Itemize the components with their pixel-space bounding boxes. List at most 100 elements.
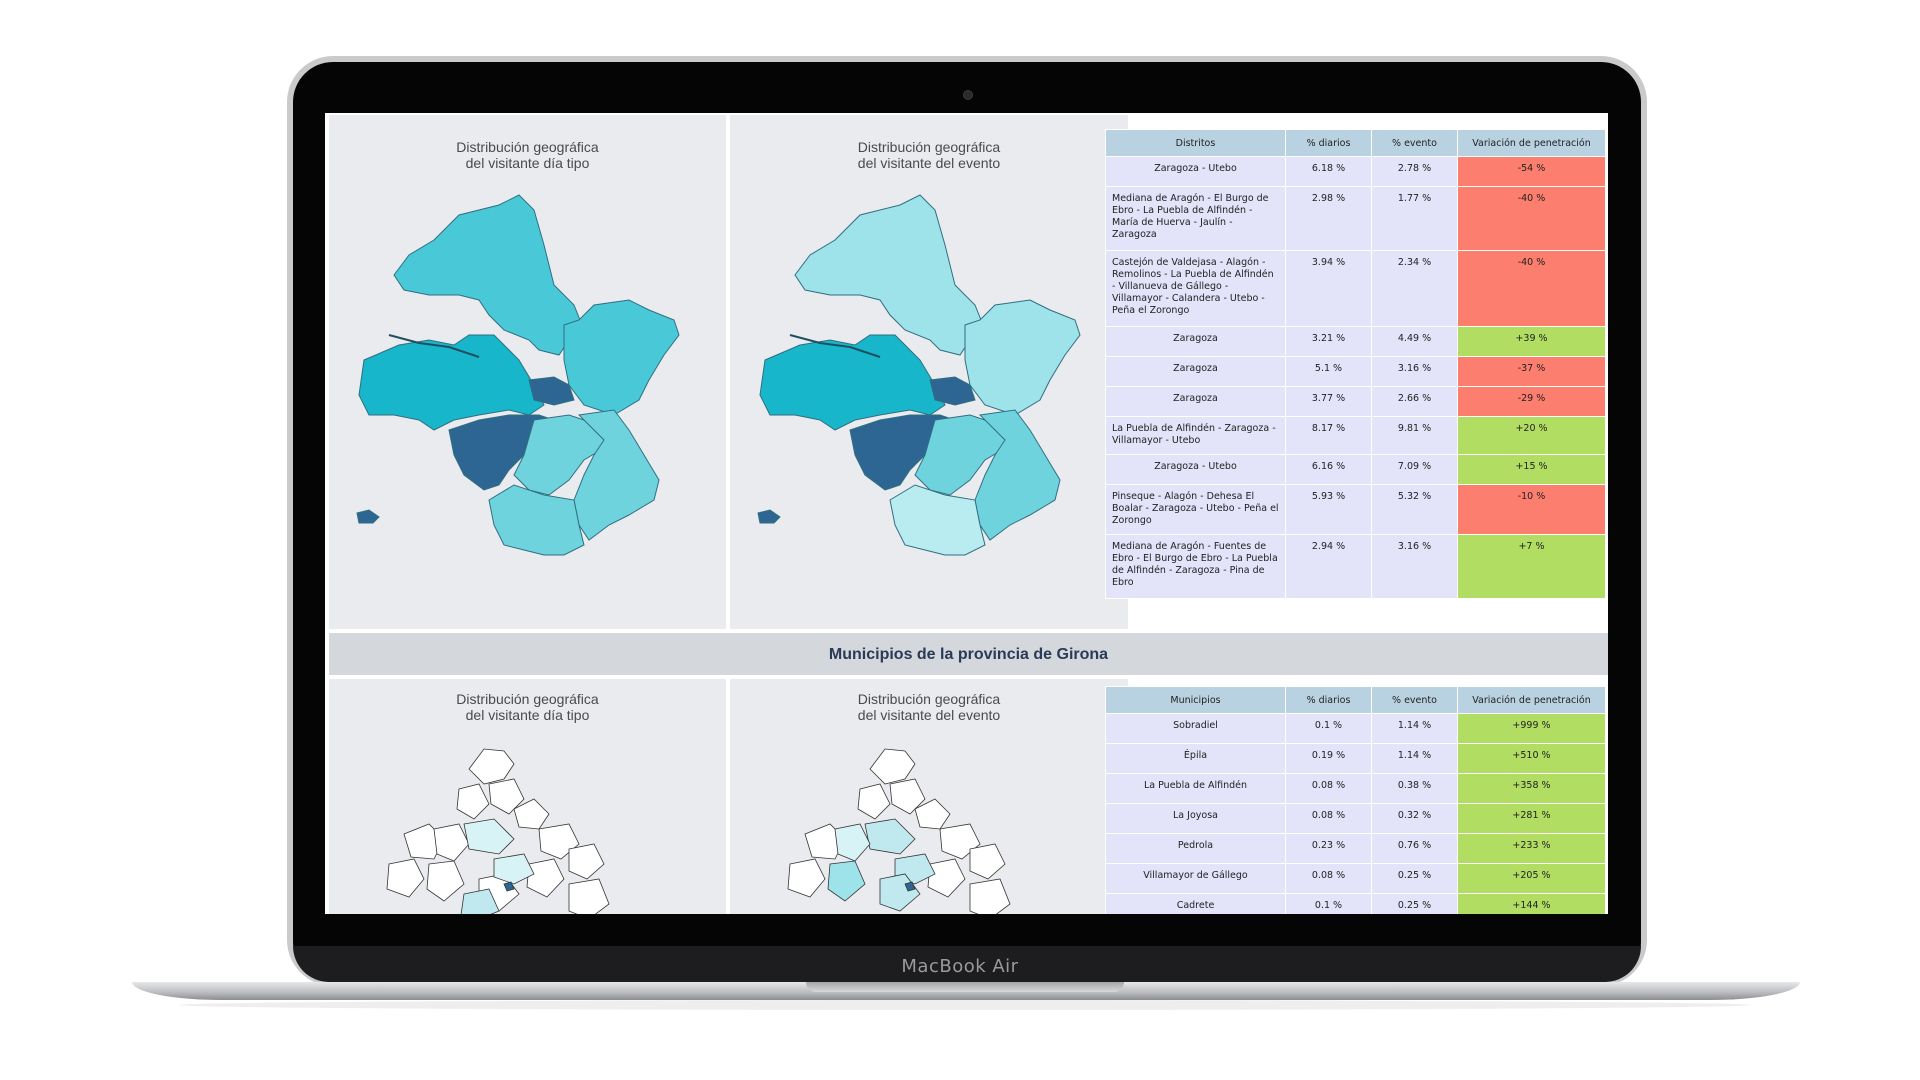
cell-daily: 3.77 % [1285,386,1372,417]
table-row[interactable]: Mediana de Aragón - Fuentes de Ebro - El… [1105,534,1606,599]
table-row[interactable]: La Puebla de Alfindén - Zaragoza - Villa… [1105,416,1606,455]
cell-name: Pedrola [1105,833,1286,864]
municipal-map-typical-day[interactable] [329,679,726,914]
cell-name: Zaragoza [1105,386,1286,417]
header-event[interactable]: % evento [1371,686,1458,714]
municipal-map-title-event: Distribución geográfica del visitante de… [857,691,1001,723]
cell-name: Cadrete [1105,893,1286,914]
cell-variation: +205 % [1457,863,1606,894]
cell-variation: +39 % [1457,326,1606,357]
table-row[interactable]: Zaragoza 3.21 % 4.49 % +39 % [1105,326,1606,357]
cell-event: 2.34 % [1371,250,1458,327]
map-title-event: Distribución geográfica del visitante de… [857,139,1001,171]
cell-daily: 6.16 % [1285,454,1372,485]
dashboard-screen: Distribución geográfica del visitante dí… [325,113,1608,914]
cell-event: 1.14 % [1371,713,1458,744]
cell-name: Zaragoza [1105,326,1286,357]
cell-event: 2.78 % [1371,156,1458,187]
header-variation[interactable]: Variación de penetración [1457,129,1606,157]
table-row[interactable]: La Puebla de Alfindén 0.08 % 0.38 % +358… [1105,773,1606,804]
cell-event: 0.32 % [1371,803,1458,834]
table-row[interactable]: Zaragoza - Utebo 6.18 % 2.78 % -54 % [1105,156,1606,187]
cell-daily: 0.1 % [1285,893,1372,914]
cell-daily: 2.98 % [1285,186,1372,251]
laptop-shadow [180,1000,1750,1010]
cell-event: 3.16 % [1371,534,1458,599]
cell-variation: +510 % [1457,743,1606,774]
cell-event: 2.66 % [1371,386,1458,417]
cell-name: Mediana de Aragón - El Burgo de Ebro - L… [1105,186,1286,251]
cell-event: 5.32 % [1371,484,1458,535]
cell-variation: -29 % [1457,386,1606,417]
table-header-row: Municipios % diarios % evento Variación … [1105,686,1606,714]
cell-daily: 0.1 % [1285,713,1372,744]
cell-name: Villamayor de Gállego [1105,863,1286,894]
table-row[interactable]: Zaragoza 5.1 % 3.16 % -37 % [1105,356,1606,387]
cell-daily: 5.93 % [1285,484,1372,535]
table-row[interactable]: Zaragoza 3.77 % 2.66 % -29 % [1105,386,1606,417]
table-row[interactable]: Épila 0.19 % 1.14 % +510 % [1105,743,1606,774]
cell-daily: 6.18 % [1285,156,1372,187]
table-row[interactable]: La Joyosa 0.08 % 0.32 % +281 % [1105,803,1606,834]
cell-event: 0.25 % [1371,893,1458,914]
cell-daily: 8.17 % [1285,416,1372,455]
table-header-row: Distritos % diarios % evento Variación d… [1105,129,1606,157]
laptop-hinge-notch [806,982,1124,992]
table-row[interactable]: Pedrola 0.23 % 0.76 % +233 % [1105,833,1606,864]
municipal-map-event[interactable] [730,679,1128,914]
cell-variation: +999 % [1457,713,1606,744]
header-districts[interactable]: Distritos [1105,129,1286,157]
municipal-map-panel-typical-day: Distribución geográfica del visitante dí… [329,679,726,914]
district-map-event[interactable] [730,115,1128,629]
cell-variation: -10 % [1457,484,1606,535]
section-header-girona: Municipios de la provincia de Girona [329,633,1608,675]
table-row[interactable]: Sobradiel 0.1 % 1.14 % +999 % [1105,713,1606,744]
cell-daily: 0.08 % [1285,863,1372,894]
municipal-map-panel-event: Distribución geográfica del visitante de… [730,679,1128,914]
municipal-map-title-typical-day: Distribución geográfica del visitante dí… [456,691,599,723]
cell-event: 7.09 % [1371,454,1458,485]
municipalities-table: Municipios % diarios % evento Variación … [1105,686,1606,914]
cell-variation: -40 % [1457,250,1606,327]
cell-event: 4.49 % [1371,326,1458,357]
cell-event: 9.81 % [1371,416,1458,455]
cell-variation: -40 % [1457,186,1606,251]
cell-name: Sobradiel [1105,713,1286,744]
table-row[interactable]: Castejón de Valdejasa - Alagón - Remolin… [1105,250,1606,327]
cell-daily: 3.94 % [1285,250,1372,327]
table-row[interactable]: Cadrete 0.1 % 0.25 % +144 % [1105,893,1606,914]
header-variation[interactable]: Variación de penetración [1457,686,1606,714]
district-map-typical-day[interactable] [329,115,726,629]
header-daily[interactable]: % diarios [1285,686,1372,714]
cell-name: Castejón de Valdejasa - Alagón - Remolin… [1105,250,1286,327]
map-title-typical-day: Distribución geográfica del visitante dí… [456,139,599,171]
table-row[interactable]: Mediana de Aragón - El Burgo de Ebro - L… [1105,186,1606,251]
cell-event: 1.14 % [1371,743,1458,774]
cell-daily: 5.1 % [1285,356,1372,387]
header-daily[interactable]: % diarios [1285,129,1372,157]
cell-event: 3.16 % [1371,356,1458,387]
map-panel-typical-day: Distribución geográfica del visitante dí… [329,115,726,629]
table-row[interactable]: Villamayor de Gállego 0.08 % 0.25 % +205… [1105,863,1606,894]
table-row[interactable]: Zaragoza - Utebo 6.16 % 7.09 % +15 % [1105,454,1606,485]
cell-daily: 2.94 % [1285,534,1372,599]
cell-event: 0.76 % [1371,833,1458,864]
cell-name: La Puebla de Alfindén - Zaragoza - Villa… [1105,416,1286,455]
cell-variation: +144 % [1457,893,1606,914]
cell-name: Zaragoza - Utebo [1105,454,1286,485]
cell-variation: -37 % [1457,356,1606,387]
cell-daily: 0.23 % [1285,833,1372,864]
cell-name: Zaragoza [1105,356,1286,387]
cell-event: 0.25 % [1371,863,1458,894]
cell-name: Mediana de Aragón - Fuentes de Ebro - El… [1105,534,1286,599]
cell-daily: 0.19 % [1285,743,1372,774]
table-row[interactable]: Pinseque - Alagón - Dehesa El Boalar - Z… [1105,484,1606,535]
header-municipalities[interactable]: Municipios [1105,686,1286,714]
camera-icon [963,90,973,100]
cell-variation: +15 % [1457,454,1606,485]
header-event[interactable]: % evento [1371,129,1458,157]
cell-name: Pinseque - Alagón - Dehesa El Boalar - Z… [1105,484,1286,535]
cell-name: La Puebla de Alfindén [1105,773,1286,804]
cell-variation: +358 % [1457,773,1606,804]
cell-name: Épila [1105,743,1286,774]
